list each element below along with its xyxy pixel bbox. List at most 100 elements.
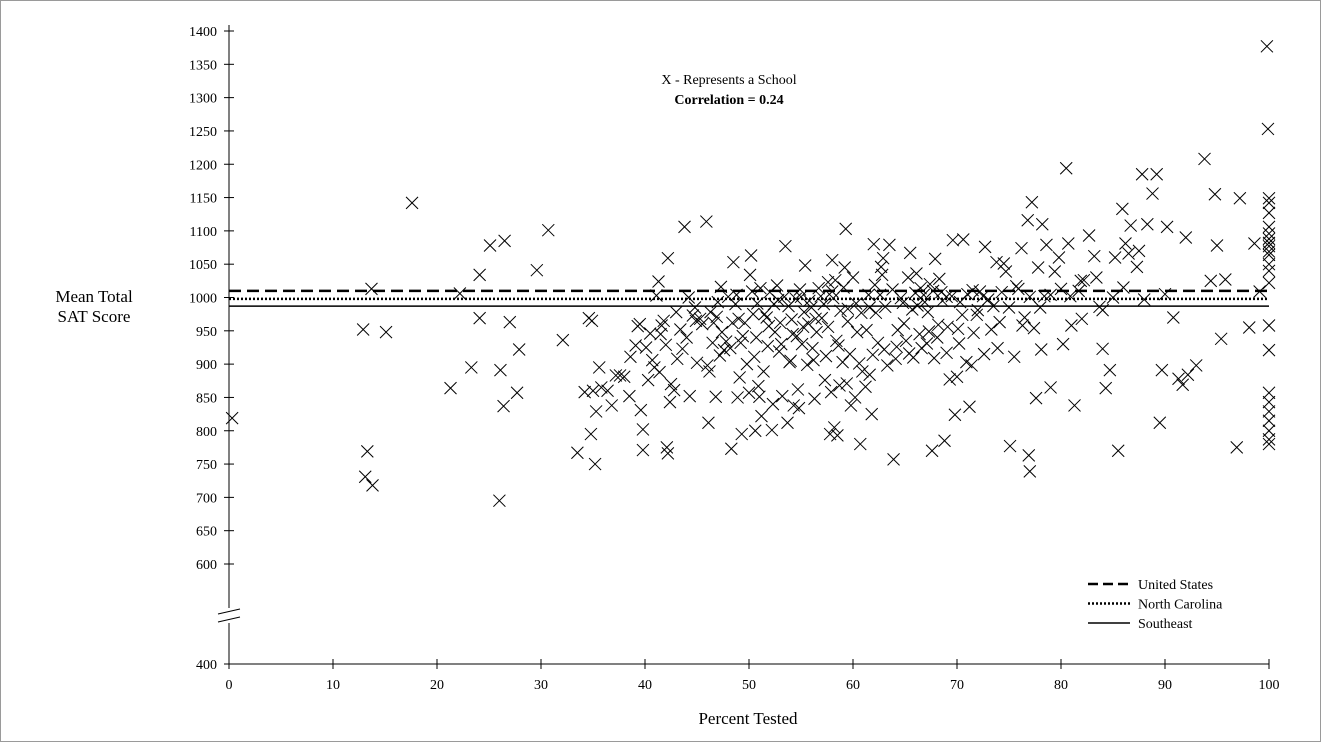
- data-point-stroke: [1218, 273, 1232, 286]
- data-point: [702, 416, 715, 430]
- data-point: [578, 385, 592, 399]
- data-point: [775, 389, 789, 403]
- data-point-stroke: [657, 314, 671, 328]
- data-point-stroke: [825, 253, 839, 267]
- data-point-stroke: [831, 429, 844, 442]
- data-point-stroke: [689, 314, 703, 328]
- data-point: [921, 305, 935, 319]
- data-point: [1029, 391, 1043, 405]
- data-point-stroke: [833, 379, 846, 392]
- data-point: [886, 283, 899, 296]
- data-point: [1130, 260, 1144, 274]
- data-points-group: [225, 39, 1276, 508]
- data-point: [494, 363, 507, 377]
- data-point: [1262, 227, 1276, 240]
- data-point: [940, 346, 953, 360]
- data-point-stroke: [821, 275, 835, 289]
- data-point-stroke: [682, 291, 696, 304]
- data-point-stroke: [800, 358, 814, 372]
- data-point: [848, 391, 862, 404]
- data-point: [736, 329, 750, 343]
- data-point-stroke: [902, 347, 916, 360]
- data-point-stroke: [909, 286, 922, 300]
- data-point: [814, 289, 828, 303]
- data-point: [762, 319, 776, 333]
- data-point-stroke: [810, 325, 823, 339]
- data-point: [807, 353, 820, 367]
- data-point-stroke: [669, 305, 683, 319]
- data-point: [747, 350, 761, 364]
- data-point: [874, 260, 888, 274]
- data-point-stroke: [874, 260, 888, 274]
- data-point-stroke: [1116, 202, 1129, 216]
- data-point-stroke: [704, 305, 717, 319]
- data-point: [1153, 416, 1167, 430]
- data-point-stroke: [749, 331, 763, 344]
- x-tick-label: 50: [742, 678, 756, 693]
- data-point-stroke: [753, 390, 766, 404]
- data-point-stroke: [584, 427, 598, 441]
- data-point-stroke: [886, 283, 899, 296]
- data-point: [617, 370, 631, 384]
- data-point: [761, 339, 775, 353]
- data-point-stroke: [629, 339, 642, 352]
- data-point: [744, 249, 758, 262]
- data-point-stroke: [967, 326, 980, 340]
- data-point: [498, 234, 511, 248]
- data-point: [1262, 433, 1276, 446]
- data-point-stroke: [860, 323, 873, 337]
- data-point: [1179, 231, 1193, 244]
- data-point: [899, 334, 913, 348]
- data-point-stroke: [790, 329, 804, 343]
- data-point: [805, 301, 818, 314]
- data-point: [925, 444, 939, 458]
- data-point: [1260, 39, 1274, 53]
- data-point-stroke: [736, 329, 750, 343]
- data-point: [733, 371, 746, 384]
- data-point-stroke: [1198, 152, 1211, 166]
- data-point-stroke: [706, 336, 719, 350]
- data-point-stroke: [719, 335, 733, 348]
- data-point-stroke: [1061, 237, 1075, 250]
- data-point-stroke: [360, 445, 374, 458]
- data-point-stroke: [588, 457, 602, 471]
- data-point: [1262, 257, 1276, 271]
- data-point: [1002, 301, 1016, 314]
- data-point: [774, 337, 788, 351]
- data-point-stroke: [594, 381, 608, 394]
- data-point-stroke: [805, 301, 818, 314]
- data-point-stroke: [1122, 247, 1135, 260]
- data-point: [512, 343, 526, 356]
- data-point: [854, 306, 868, 320]
- data-point: [1176, 378, 1190, 392]
- data-point-stroke: [956, 233, 970, 246]
- data-point: [704, 305, 717, 319]
- data-point-stroke: [634, 403, 648, 417]
- data-point-stroke: [828, 273, 842, 287]
- data-point: [1262, 319, 1276, 332]
- data-point: [791, 383, 805, 396]
- data-point: [1106, 291, 1120, 304]
- data-point-stroke: [733, 371, 746, 384]
- data-point: [605, 399, 619, 412]
- data-point-stroke: [814, 289, 828, 303]
- data-point-stroke: [1003, 439, 1017, 453]
- data-point: [1090, 271, 1103, 284]
- data-point-stroke: [650, 289, 663, 302]
- data-point-stroke: [950, 370, 964, 384]
- data-point: [726, 316, 739, 330]
- data-point: [941, 320, 954, 334]
- data-point: [584, 427, 598, 441]
- data-point: [1035, 217, 1049, 231]
- data-point: [724, 442, 738, 456]
- data-point-stroke: [832, 339, 845, 352]
- data-point: [556, 333, 570, 347]
- data-point-stroke: [747, 350, 761, 364]
- data-point: [1166, 311, 1180, 324]
- data-point-stroke: [775, 389, 789, 403]
- data-point-stroke: [840, 377, 854, 390]
- data-point-stroke: [871, 336, 885, 350]
- x-tick-label: 30: [534, 678, 548, 693]
- data-point-stroke: [754, 281, 767, 295]
- data-point-stroke: [1025, 195, 1039, 209]
